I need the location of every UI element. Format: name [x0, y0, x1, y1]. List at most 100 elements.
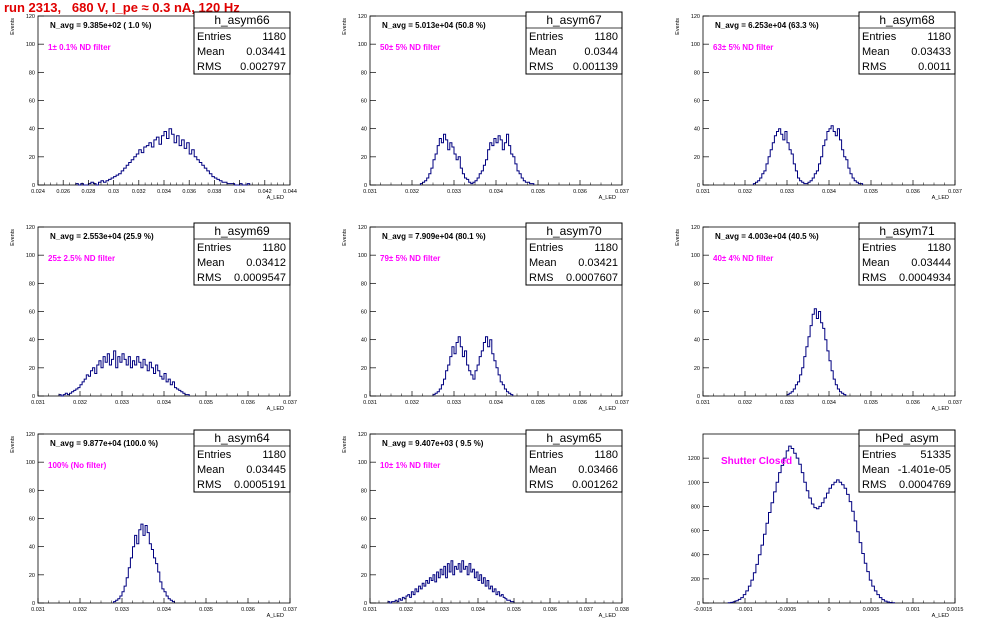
- x-tick-label: 0.035: [507, 607, 521, 613]
- y-tick-label: 80: [29, 488, 35, 494]
- stats-box: h_asym68 Entries 1180 Mean 0.03433 RMS 0.0011: [858, 11, 956, 75]
- stats-key: Mean: [862, 46, 890, 58]
- y-tick-label: 0: [697, 394, 700, 400]
- stats-key: Mean: [862, 464, 890, 476]
- n-avg-note: N_avg = 9.385e+02 ( 1.0 %): [50, 21, 152, 30]
- y-tick-label: 80: [29, 70, 35, 76]
- x-tick-label: 0.034: [157, 400, 171, 406]
- y-tick-label: 60: [694, 99, 700, 105]
- x-axis-label: A_LED: [932, 195, 949, 201]
- y-tick-label: 80: [361, 70, 367, 76]
- stats-frame: [858, 11, 956, 75]
- histogram-panel: 0.031 0.032 0.033 0.034 0.035 0.036 0.037 0 20 40…: [10, 222, 297, 412]
- histogram-series: [75, 128, 251, 186]
- histogram-name: h_asym67: [546, 13, 602, 27]
- stats-key: RMS: [529, 272, 553, 284]
- x-tick-label: 0.037: [948, 400, 962, 406]
- stats-value: 0.001139: [573, 61, 618, 73]
- stats-key: Mean: [862, 257, 890, 269]
- y-tick-label: 120: [358, 14, 367, 20]
- y-tick-label: 0: [364, 394, 367, 400]
- x-tick-label: 0.033: [780, 400, 794, 406]
- x-tick-label: 0.042: [258, 189, 272, 195]
- x-tick-label: 0.034: [822, 400, 836, 406]
- x-tick-label: 0.035: [531, 189, 545, 195]
- stats-key: RMS: [862, 272, 886, 284]
- y-tick-label: 0: [697, 183, 700, 189]
- x-tick-label: 0.035: [199, 400, 213, 406]
- x-tick-label: 0.031: [696, 400, 710, 406]
- x-tick-label: 0.031: [696, 189, 710, 195]
- histogram-name: h_asym69: [214, 224, 270, 238]
- x-tick-label: 0.036: [241, 400, 255, 406]
- stats-value: 1180: [594, 242, 618, 254]
- y-tick-label: 80: [361, 281, 367, 287]
- x-tick-label: 0.032: [405, 400, 419, 406]
- x-tick-label: 0.035: [864, 189, 878, 195]
- stats-key: Entries: [197, 242, 232, 254]
- histogram-name: h_asym65: [546, 431, 602, 445]
- y-tick-label: 60: [361, 517, 367, 523]
- n-avg-note: N_avg = 5.013e+04 (50.8 %): [382, 21, 486, 30]
- stats-key: Entries: [529, 449, 564, 461]
- x-tick-label: 0.032: [738, 400, 752, 406]
- stats-key: Entries: [862, 242, 897, 254]
- x-tick-label: 0.036: [906, 189, 920, 195]
- stats-frame: [858, 429, 956, 493]
- x-tick-label: 0.037: [615, 189, 629, 195]
- y-tick-label: 120: [26, 432, 35, 438]
- histogram-name: h_asym70: [546, 224, 602, 238]
- x-tick-label: 0.001: [906, 607, 920, 613]
- x-axis-label: A_LED: [599, 195, 616, 201]
- histogram-panel: 0.024 0.026 0.028 0.03 0.032 0.034 0.036 0.038 0…: [10, 11, 297, 201]
- stats-box: hPed_asym Entries 51335 Mean -1.401e-05 RMS 0.…: [858, 429, 956, 493]
- stats-key: RMS: [862, 61, 886, 73]
- stats-frame: [193, 429, 291, 493]
- filter-label: 79± 5% ND filter: [380, 254, 440, 263]
- n-avg-note: N_avg = 7.909e+04 (80.1 %): [382, 232, 486, 241]
- x-tick-label: 0.037: [283, 607, 297, 613]
- x-tick-label: 0: [827, 607, 830, 613]
- x-tick-label: 0.036: [573, 400, 587, 406]
- histogram-series: [786, 308, 847, 396]
- x-tick-label: 0.036: [241, 607, 255, 613]
- stats-value: 0.03441: [246, 46, 286, 58]
- stats-key: Mean: [197, 46, 225, 58]
- histogram-series: [113, 523, 175, 603]
- stats-box: h_asym66 Entries 1180 Mean 0.03441 RMS 0.00279…: [193, 11, 291, 75]
- x-axis-label: A_LED: [932, 406, 949, 412]
- y-tick-label: 80: [694, 281, 700, 287]
- stats-value: 0.03444: [911, 257, 951, 269]
- histogram-panel: 0.031 0.032 0.033 0.034 0.035 0.036 0.037 0 20 40…: [10, 429, 297, 619]
- x-tick-label: 0.034: [822, 189, 836, 195]
- y-axis-label: Events: [10, 436, 16, 453]
- x-tick-label: 0.033: [435, 607, 449, 613]
- y-tick-label: 0: [32, 394, 35, 400]
- stats-value: 1180: [262, 242, 286, 254]
- stats-box: h_asym71 Entries 1180 Mean 0.03444 RMS 0.00049…: [858, 222, 956, 286]
- histogram-series: [727, 445, 895, 604]
- x-axis-label: A_LED: [267, 613, 284, 619]
- y-tick-label: 120: [26, 14, 35, 20]
- x-tick-label: 0.026: [56, 189, 70, 195]
- x-tick-label: 0.033: [115, 607, 129, 613]
- y-tick-label: 60: [694, 310, 700, 316]
- page-title: run 2313, 680 V, I_pe ≈ 0.3 nA, 120 Hz: [4, 0, 240, 15]
- x-tick-label: 0.036: [543, 607, 557, 613]
- stats-key: RMS: [529, 479, 553, 491]
- histogram-series: [387, 560, 515, 604]
- histogram-name: h_asym71: [879, 224, 935, 238]
- y-axis-label: Events: [675, 18, 681, 35]
- y-tick-label: 20: [694, 366, 700, 372]
- y-tick-label: 80: [29, 281, 35, 287]
- x-axis-label: A_LED: [267, 406, 284, 412]
- x-tick-label: 0.028: [82, 189, 96, 195]
- filter-label: 40± 4% ND filter: [713, 254, 773, 263]
- stats-value: 0.03445: [246, 464, 286, 476]
- n-avg-note: N_avg = 9.407e+03 ( 9.5 %): [382, 439, 484, 448]
- y-tick-label: 80: [361, 488, 367, 494]
- y-tick-label: 0: [32, 601, 35, 607]
- x-axis-label: A_LED: [267, 195, 284, 201]
- y-tick-label: 120: [691, 225, 700, 231]
- y-tick-label: 400: [691, 553, 700, 559]
